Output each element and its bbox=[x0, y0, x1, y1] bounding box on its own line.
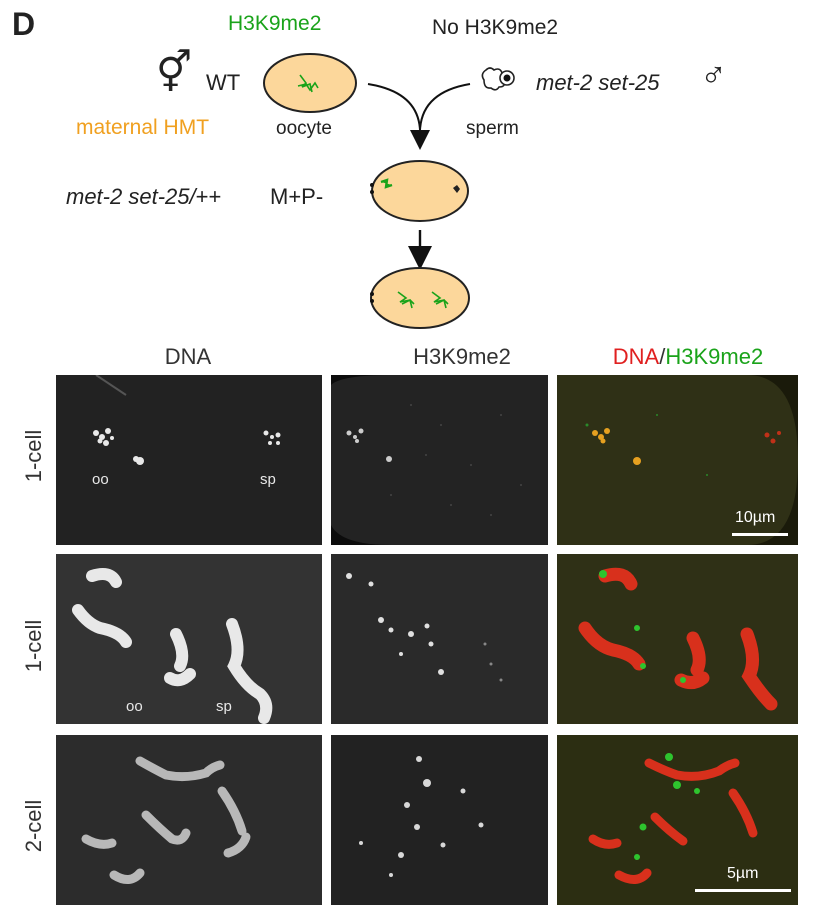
merge-arrow-right bbox=[419, 83, 471, 131]
cross-genotype-label: met-2 set-25/++ bbox=[66, 184, 222, 209]
micrograph-dna-row3 bbox=[56, 735, 322, 905]
micrograph-h3k9-row3 bbox=[331, 735, 548, 905]
scale-bar-label-10um: 10µm bbox=[735, 509, 776, 526]
row-label-3: 2-cell bbox=[21, 799, 46, 853]
mutant-label: met-2 set-25 bbox=[536, 70, 660, 95]
panel-letter: D bbox=[12, 6, 36, 42]
m-plus-p-minus-label: M+P- bbox=[270, 184, 324, 209]
sperm-label: sperm bbox=[466, 118, 519, 139]
sp-label-row1: sp bbox=[260, 471, 276, 488]
oo-label-row2: oo bbox=[126, 698, 143, 715]
oocyte-shape bbox=[263, 53, 357, 113]
column-heading-h3k9me2: H3K9me2 bbox=[413, 344, 511, 369]
maternal-hmt-label: maternal HMT bbox=[76, 116, 210, 139]
micrograph-merge-row1: 10µm bbox=[557, 375, 798, 545]
micrograph-dna-row1: oo sp bbox=[56, 375, 322, 545]
h3k9me2-label: H3K9me2 bbox=[228, 12, 322, 35]
zygote-embryo bbox=[370, 160, 469, 222]
column-heading-merge: DNA/H3K9me2 bbox=[612, 344, 764, 369]
micrograph-dna-row2: oo sp bbox=[56, 554, 322, 724]
column-heading-dna: DNA bbox=[164, 344, 212, 369]
micrograph-merge-row3: 5µm bbox=[557, 735, 798, 905]
micrograph-h3k9-row2 bbox=[331, 554, 548, 724]
oocyte-label: oocyte bbox=[276, 118, 332, 139]
merge-arrow-left bbox=[367, 83, 421, 131]
micrograph-h3k9-row1 bbox=[331, 375, 548, 545]
schematic-diagram bbox=[263, 53, 515, 329]
no-h3k9me2-label: No H3K9me2 bbox=[432, 16, 559, 39]
hermaphrodite-symbol-icon: ⚥ bbox=[156, 51, 193, 95]
row-label-1: 1-cell bbox=[21, 429, 46, 483]
sp-label-row2: sp bbox=[216, 698, 232, 715]
pronuclei-embryo bbox=[370, 267, 470, 329]
wt-label: WT bbox=[206, 70, 241, 95]
micrograph-merge-row2 bbox=[557, 554, 798, 724]
scale-bar-label-5um: 5µm bbox=[727, 865, 759, 882]
sperm-icon bbox=[481, 67, 515, 91]
row-label-2: 1-cell bbox=[21, 619, 46, 673]
male-symbol-icon: ♂ bbox=[700, 54, 727, 95]
oo-label-row1: oo bbox=[92, 471, 109, 488]
